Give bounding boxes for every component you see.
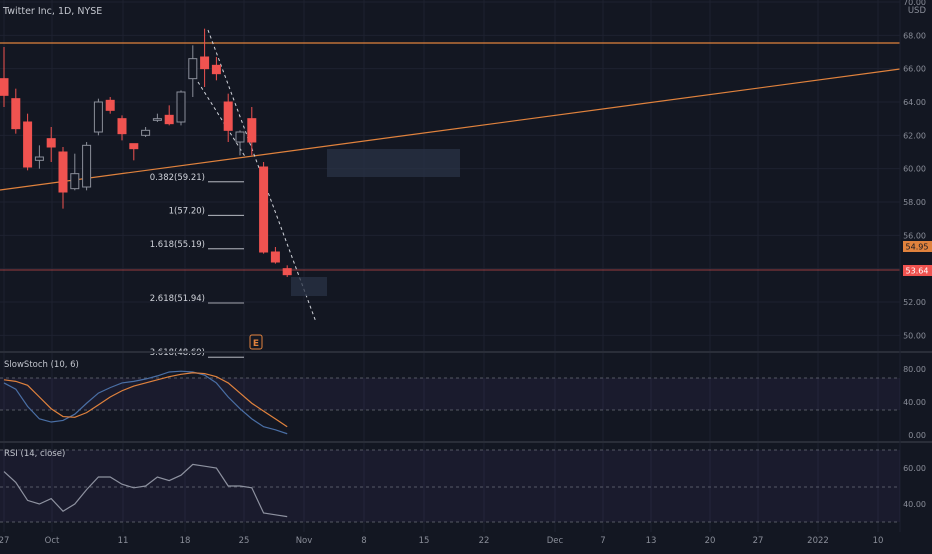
- stoch-tick-40: 40.00: [903, 398, 926, 407]
- x-tick-label: 7: [600, 536, 605, 546]
- fib-label: 3.618(48.69): [150, 348, 205, 358]
- candles: [0, 28, 292, 277]
- price-tag-1-bg: [903, 241, 932, 252]
- y-tick-label: 68.00: [903, 31, 926, 40]
- candle-down[interactable]: [247, 118, 257, 143]
- candle-up[interactable]: [141, 129, 151, 136]
- x-tick-label: 2022: [807, 536, 829, 546]
- earnings-marker[interactable]: E: [249, 334, 263, 350]
- fib-label: 1.618(55.19): [150, 240, 205, 250]
- fibonacci-levels[interactable]: 0.382(59.21) 1(57.20) 1.618(55.19) 2.618(51…: [150, 173, 244, 358]
- x-tick-label: 13: [646, 536, 657, 546]
- x-tick-label: 22: [479, 536, 490, 546]
- candle-down[interactable]: [211, 64, 221, 75]
- rsi-line[interactable]: [3, 463, 288, 518]
- candle-down[interactable]: [105, 99, 115, 111]
- rsi-title: RSI (14, close): [4, 449, 65, 459]
- x-tick-label: 27: [0, 536, 9, 546]
- price-tags: 54.95 53.64: [903, 241, 932, 276]
- candle-down[interactable]: [46, 138, 56, 148]
- dashed-projection-line[interactable]: [207, 29, 317, 323]
- earnings-marker-text: E: [253, 339, 259, 349]
- price-tag-2: 53.64: [906, 267, 929, 276]
- x-tick-label: 15: [419, 536, 430, 546]
- grid: [0, 0, 900, 532]
- candle-down[interactable]: [23, 121, 33, 168]
- candle-up[interactable]: [93, 101, 103, 133]
- target-box-lower[interactable]: [291, 277, 327, 296]
- candle-up[interactable]: [188, 58, 198, 80]
- currency-label: USD: [908, 6, 927, 16]
- fib-label: 2.618(51.94): [150, 294, 205, 304]
- stoch-d-line[interactable]: [3, 372, 288, 428]
- stoch-tick-0: 0.00: [908, 431, 926, 440]
- drawings: [0, 29, 901, 323]
- candle-up[interactable]: [235, 131, 245, 143]
- rsi-tick-40: 40.00: [903, 500, 926, 509]
- rsi-pane[interactable]: RSI (14, close) 60.00 40.00: [0, 449, 926, 523]
- x-tick-label: 11: [118, 536, 129, 546]
- candle-down[interactable]: [11, 98, 21, 130]
- x-tick-label: Oct: [45, 536, 60, 546]
- candle-down[interactable]: [164, 114, 174, 125]
- candle-down[interactable]: [117, 118, 127, 135]
- y-tick-label: 70.00: [903, 0, 926, 7]
- candle-down[interactable]: [0, 78, 9, 96]
- y-tick-label: 66.00: [903, 65, 926, 74]
- x-tick-label: 27: [753, 536, 764, 546]
- chart-title: Twitter Inc, 1D, NYSE: [2, 6, 102, 17]
- stoch-band: [0, 378, 900, 410]
- y-tick-label: 50.00: [903, 331, 926, 340]
- candle-down[interactable]: [270, 251, 280, 263]
- price-tag-1: 54.95: [906, 243, 929, 252]
- price-tag-2-bg: [903, 265, 932, 276]
- rising-trendline[interactable]: [0, 68, 901, 191]
- candle-up[interactable]: [34, 156, 44, 161]
- x-tick-label: Dec: [547, 536, 564, 546]
- candle-down[interactable]: [223, 101, 233, 131]
- rsi-band: [0, 450, 900, 522]
- y-tick-label: 60.00: [903, 165, 926, 174]
- x-tick-label: 10: [873, 536, 884, 546]
- fib-label: 1(57.20): [169, 206, 205, 216]
- candle-down[interactable]: [200, 56, 210, 70]
- candle-down[interactable]: [259, 166, 269, 253]
- x-tick-label: Nov: [296, 536, 313, 546]
- candle-down[interactable]: [129, 143, 139, 150]
- dashed-projection-line-2[interactable]: [197, 81, 247, 159]
- fib-label: 0.382(59.21): [150, 173, 205, 183]
- time-axis[interactable]: 27 Oct 11 18 25 Nov 8 15 22 Dec 7 13 20 27 2022 10: [0, 536, 883, 546]
- y-tick-label: 64.00: [903, 98, 926, 107]
- target-box-upper[interactable]: [327, 149, 460, 177]
- candle-down[interactable]: [58, 151, 68, 193]
- y-tick-label: 52.00: [903, 298, 926, 307]
- y-tick-label: 62.00: [903, 131, 926, 140]
- stoch-k-line[interactable]: [3, 370, 288, 435]
- candle-up[interactable]: [82, 144, 92, 188]
- x-tick-label: 25: [239, 536, 250, 546]
- stoch-pane[interactable]: SlowStoch (10, 6) 80.00 40.00 0.00: [0, 360, 926, 440]
- earnings-badge: [249, 334, 263, 350]
- x-tick-label: 18: [180, 536, 191, 546]
- y-tick-label: 56.00: [903, 231, 926, 240]
- stoch-title: SlowStoch (10, 6): [4, 360, 79, 370]
- candle-up[interactable]: [70, 173, 80, 190]
- candle-up[interactable]: [152, 118, 162, 121]
- stoch-tick-80: 80.00: [903, 365, 926, 374]
- rsi-tick-60: 60.00: [903, 464, 926, 473]
- x-tick-label: 20: [705, 536, 716, 546]
- candle-down[interactable]: [282, 268, 292, 276]
- y-tick-label: 58.00: [903, 198, 926, 207]
- candle-up[interactable]: [176, 91, 186, 123]
- x-tick-label: 8: [361, 536, 366, 546]
